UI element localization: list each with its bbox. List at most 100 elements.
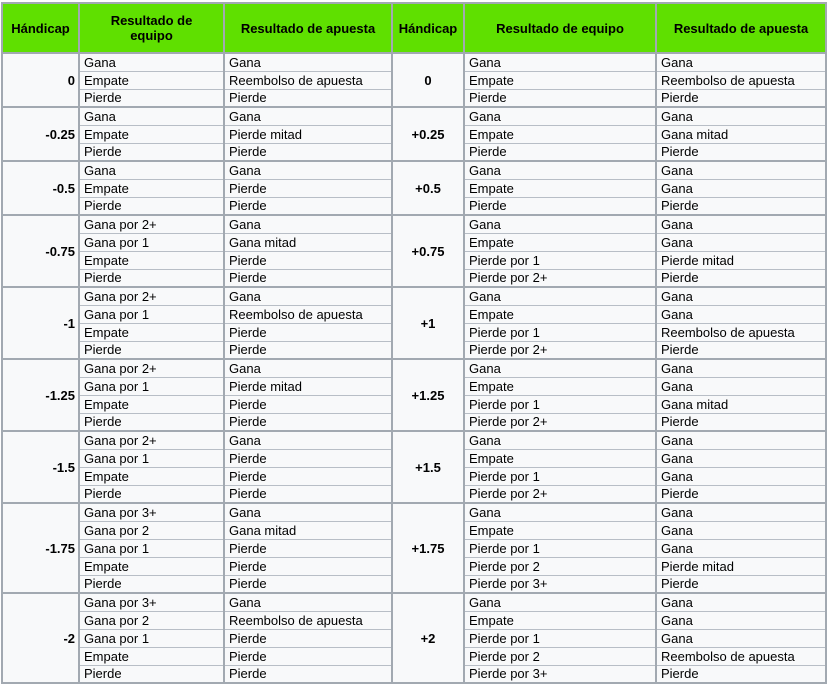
table-row: Gana por 1 Pierde Pierde por 1 Gana bbox=[2, 628, 827, 648]
team-result-cell: Empate bbox=[78, 70, 225, 90]
team-result-cell: Gana por 2 bbox=[78, 610, 225, 630]
table-row: Gana por 2 Reembolso de apuesta Empate Gana bbox=[2, 610, 827, 630]
table-row: Gana por 1 Pierde mitad Empate Gana bbox=[2, 376, 827, 396]
handicap-cell-left: -1.25 bbox=[1, 358, 80, 432]
team-result-cell: Pierde bbox=[78, 142, 225, 162]
team-result-cell: Gana por 2+ bbox=[78, 430, 225, 450]
bet-result-cell: Gana mitad bbox=[655, 394, 827, 414]
team-result-cell: Pierde por 2+ bbox=[463, 412, 657, 432]
team-result-cell: Gana por 1 bbox=[78, 304, 225, 324]
team-result-cell: Empate bbox=[78, 124, 225, 144]
team-result-cell: Pierde bbox=[78, 484, 225, 504]
bet-result-cell: Gana bbox=[655, 610, 827, 630]
table-row: Gana por 1 Reembolso de apuesta Empate Gana bbox=[2, 304, 827, 324]
handicap-cell-right: +0.75 bbox=[391, 214, 465, 288]
team-result-cell: Empate bbox=[463, 232, 657, 252]
bet-result-cell: Gana bbox=[655, 160, 827, 180]
bet-result-cell: Pierde bbox=[223, 574, 393, 594]
bet-result-cell: Gana bbox=[655, 286, 827, 306]
bet-result-cell: Reembolso de apuesta bbox=[655, 646, 827, 666]
team-result-cell: Gana por 3+ bbox=[78, 592, 225, 612]
table-row: Empate Pierde mitad Empate Gana mitad bbox=[2, 124, 827, 144]
header-handicap-right: Hándicap bbox=[391, 2, 465, 54]
team-result-cell: Pierde por 3+ bbox=[463, 664, 657, 684]
bet-result-cell: Pierde bbox=[655, 664, 827, 684]
team-result-cell: Empate bbox=[78, 394, 225, 414]
bet-result-cell: Gana bbox=[655, 232, 827, 252]
team-result-cell: Pierde bbox=[78, 88, 225, 108]
team-result-cell: Gana bbox=[78, 52, 225, 72]
team-result-cell: Gana bbox=[78, 106, 225, 126]
team-result-cell: Gana bbox=[463, 214, 657, 234]
header-label: Resultado de apuesta bbox=[673, 20, 809, 36]
bet-result-cell: Pierde mitad bbox=[223, 124, 393, 144]
bet-result-cell: Pierde bbox=[223, 142, 393, 162]
table-row: Gana por 1 Pierde Pierde por 1 Gana bbox=[2, 538, 827, 558]
bet-result-cell: Pierde bbox=[223, 664, 393, 684]
bet-result-cell: Pierde bbox=[655, 340, 827, 360]
bet-result-cell: Reembolso de apuesta bbox=[655, 70, 827, 90]
team-result-cell: Pierde por 3+ bbox=[463, 574, 657, 594]
team-result-cell: Empate bbox=[463, 178, 657, 198]
team-result-cell: Gana bbox=[463, 106, 657, 126]
bet-result-cell: Pierde bbox=[655, 88, 827, 108]
bet-result-cell: Gana bbox=[655, 502, 827, 522]
table-row: Pierde Pierde Pierde por 3+ Pierde bbox=[2, 574, 827, 594]
table-row: Pierde Pierde Pierde por 3+ Pierde bbox=[2, 664, 827, 684]
bet-result-cell: Gana bbox=[655, 214, 827, 234]
team-result-cell: Gana por 2 bbox=[78, 520, 225, 540]
table-header: Hándicap Resultado de equipo Resultado d… bbox=[1, 2, 827, 54]
bet-result-cell: Pierde bbox=[223, 448, 393, 468]
bet-result-cell: Pierde bbox=[223, 484, 393, 504]
header-label: Hándicap bbox=[398, 20, 458, 36]
table-row: -1.75 Gana por 3+ Gana +1.75 Gana Gana bbox=[1, 502, 827, 594]
bet-result-cell: Reembolso de apuesta bbox=[223, 304, 393, 324]
bet-result-cell: Gana bbox=[655, 592, 827, 612]
handicap-cell-right: +2 bbox=[391, 592, 465, 684]
table-row: Empate Pierde Pierde por 1 Pierde mitad bbox=[2, 250, 827, 270]
bet-result-cell: Pierde bbox=[223, 412, 393, 432]
bet-result-cell: Gana bbox=[223, 502, 393, 522]
handicap-cell-right: +0.25 bbox=[391, 106, 465, 162]
bet-result-cell: Gana bbox=[223, 214, 393, 234]
team-result-cell: Pierde por 1 bbox=[463, 538, 657, 558]
handicap-cell-right: +1.75 bbox=[391, 502, 465, 594]
table-row: Pierde Pierde Pierde por 2+ Pierde bbox=[2, 412, 827, 432]
team-result-cell: Pierde por 2 bbox=[463, 646, 657, 666]
team-result-cell: Gana por 1 bbox=[78, 232, 225, 252]
bet-result-cell: Pierde bbox=[223, 628, 393, 648]
handicap-cell-left: -0.5 bbox=[1, 160, 80, 216]
table-row: -1 Gana por 2+ Gana +1 Gana Gana bbox=[1, 286, 827, 360]
table-row: -2 Gana por 3+ Gana +2 Gana Gana bbox=[1, 592, 827, 684]
bet-result-cell: Pierde bbox=[223, 394, 393, 414]
team-result-cell: Gana bbox=[463, 430, 657, 450]
bet-result-cell: Gana bbox=[223, 592, 393, 612]
bet-result-cell: Pierde bbox=[655, 268, 827, 288]
team-result-cell: Empate bbox=[463, 448, 657, 468]
table-row: -0.75 Gana por 2+ Gana +0.75 Gana Gana bbox=[1, 214, 827, 288]
bet-result-cell: Pierde bbox=[223, 556, 393, 576]
handicap-cell-left: -1 bbox=[1, 286, 80, 360]
bet-result-cell: Gana bbox=[223, 106, 393, 126]
table-row: Gana por 2 Gana mitad Empate Gana bbox=[2, 520, 827, 540]
bet-result-cell: Pierde mitad bbox=[655, 250, 827, 270]
table-row: Pierde Pierde Pierde por 2+ Pierde bbox=[2, 268, 827, 288]
team-result-cell: Pierde por 2+ bbox=[463, 340, 657, 360]
table-row: Pierde Pierde Pierde Pierde bbox=[2, 142, 827, 162]
bet-result-cell: Gana mitad bbox=[655, 124, 827, 144]
team-result-cell: Gana bbox=[463, 502, 657, 522]
team-result-cell: Empate bbox=[78, 250, 225, 270]
bet-result-cell: Gana bbox=[655, 304, 827, 324]
team-result-cell: Gana por 1 bbox=[78, 448, 225, 468]
handicap-cell-left: -0.25 bbox=[1, 106, 80, 162]
team-result-cell: Empate bbox=[78, 466, 225, 486]
bet-result-cell: Gana bbox=[655, 466, 827, 486]
bet-result-cell: Gana bbox=[655, 520, 827, 540]
header-handicap-left: Hándicap bbox=[1, 2, 80, 54]
team-result-cell: Empate bbox=[463, 70, 657, 90]
bet-result-cell: Gana bbox=[655, 376, 827, 396]
header-team-result-left: Resultado de equipo bbox=[78, 2, 225, 54]
bet-result-cell: Pierde bbox=[655, 484, 827, 504]
team-result-cell: Gana bbox=[463, 160, 657, 180]
team-result-cell: Pierde bbox=[78, 196, 225, 216]
